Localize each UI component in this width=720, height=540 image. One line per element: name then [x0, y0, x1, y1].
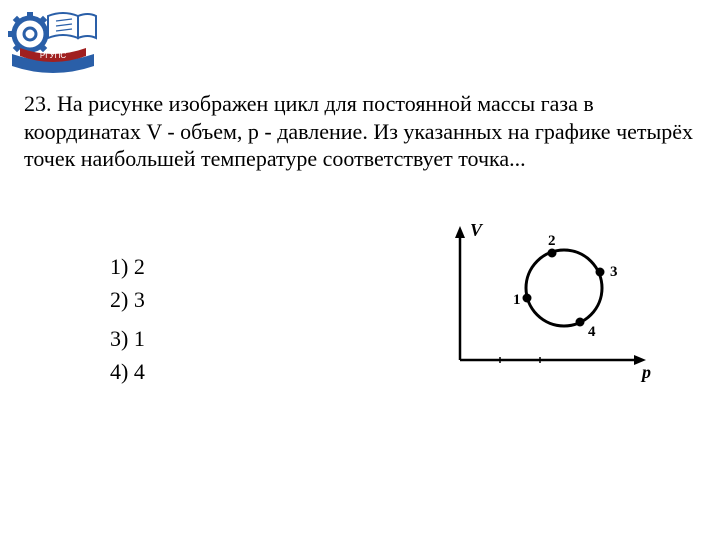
- logo-band-text: РГУПС: [40, 51, 67, 60]
- chart-point-label-4: 4: [588, 324, 596, 340]
- gear-icon: [8, 12, 52, 56]
- answer-option-4: 4) 4: [110, 355, 145, 388]
- y-axis-label: V: [470, 220, 484, 240]
- chart-point-label-3: 3: [610, 264, 618, 280]
- institution-logo: РГУПС: [8, 8, 98, 78]
- question-text: 23. На рисунке изображен цикл для постоя…: [24, 90, 696, 173]
- answer-options: 1) 2 2) 3 3) 1 4) 4: [110, 250, 145, 394]
- chart-point-label-2: 2: [548, 233, 556, 249]
- ribbon-icon: РГУПС: [12, 48, 94, 73]
- pv-diagram: Vp 1 2 3 4: [430, 220, 660, 390]
- answer-option-2: 2) 3: [110, 283, 145, 316]
- chart-point-label-1: 1: [513, 292, 521, 308]
- answer-option-1: 1) 2: [110, 250, 145, 283]
- book-icon: [48, 13, 96, 38]
- answer-option-3: 3) 1: [110, 322, 145, 355]
- x-axis-label: p: [640, 362, 651, 382]
